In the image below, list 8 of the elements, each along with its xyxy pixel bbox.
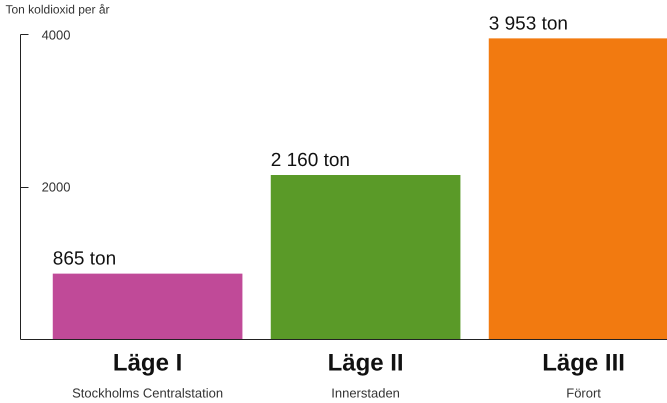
category-label: Läge III Förort — [542, 350, 625, 400]
category-label: Läge I Stockholms Centralstation — [72, 350, 224, 400]
data-label: 865 ton — [52, 248, 116, 270]
y-tick-label: 2000 — [42, 180, 70, 195]
data-label: 2 160 ton — [270, 150, 350, 171]
y-tick-label: 4000 — [42, 27, 70, 42]
y-axis-title: Ton koldioxid per år — [6, 2, 110, 16]
category-label: Läge II Innerstaden — [328, 350, 404, 400]
